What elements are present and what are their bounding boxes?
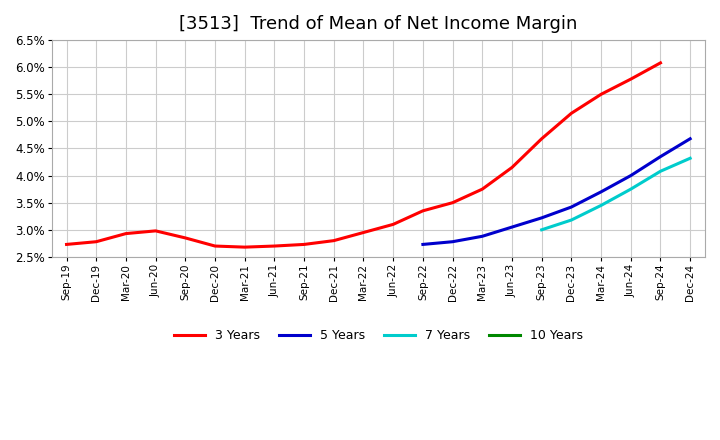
- Legend: 3 Years, 5 Years, 7 Years, 10 Years: 3 Years, 5 Years, 7 Years, 10 Years: [168, 324, 588, 347]
- 5 Years: [418, 242, 427, 247]
- 3 Years: [449, 200, 457, 205]
- 3 Years: [418, 208, 427, 213]
- 3 Years: [597, 92, 606, 97]
- 3 Years: [151, 228, 160, 234]
- 3 Years: [211, 243, 220, 249]
- 3 Years: [62, 242, 71, 247]
- 3 Years: [537, 136, 546, 141]
- 5 Years: [567, 205, 576, 210]
- 3 Years: [122, 231, 130, 236]
- 7 Years: [686, 156, 695, 161]
- 3 Years: [656, 60, 665, 66]
- 5 Years: [449, 239, 457, 244]
- Line: 3 Years: 3 Years: [66, 63, 660, 247]
- 3 Years: [626, 77, 635, 82]
- 3 Years: [478, 187, 487, 192]
- 5 Years: [537, 215, 546, 220]
- 7 Years: [656, 169, 665, 174]
- Line: 7 Years: 7 Years: [541, 158, 690, 230]
- 7 Years: [597, 203, 606, 208]
- 3 Years: [389, 222, 397, 227]
- 5 Years: [656, 154, 665, 159]
- 7 Years: [537, 227, 546, 232]
- 3 Years: [300, 242, 308, 247]
- 5 Years: [508, 224, 516, 230]
- 3 Years: [181, 235, 189, 241]
- Line: 5 Years: 5 Years: [423, 139, 690, 245]
- 3 Years: [508, 165, 516, 170]
- 3 Years: [92, 239, 101, 244]
- 5 Years: [597, 189, 606, 194]
- 3 Years: [270, 243, 279, 249]
- 3 Years: [567, 110, 576, 116]
- 3 Years: [330, 238, 338, 243]
- 7 Years: [626, 187, 635, 192]
- 5 Years: [626, 173, 635, 178]
- 3 Years: [359, 230, 368, 235]
- 3 Years: [240, 245, 249, 250]
- Title: [3513]  Trend of Mean of Net Income Margin: [3513] Trend of Mean of Net Income Margi…: [179, 15, 577, 33]
- 7 Years: [567, 217, 576, 223]
- 5 Years: [478, 234, 487, 239]
- 5 Years: [686, 136, 695, 141]
